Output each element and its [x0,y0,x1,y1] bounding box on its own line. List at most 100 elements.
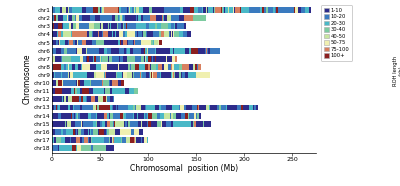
Bar [135,64,139,70]
Bar [256,105,258,110]
Bar [196,113,197,118]
Bar [128,105,132,110]
Bar [90,15,95,21]
Bar [109,80,110,86]
Bar [80,88,82,94]
Bar [177,7,180,13]
Bar [213,7,214,13]
Bar [110,105,112,110]
Bar [97,105,100,110]
Bar [148,121,151,127]
Bar [133,40,134,45]
Bar [116,105,117,110]
Bar [133,48,134,54]
Bar [99,129,104,135]
Bar [128,121,130,127]
Bar [56,80,58,86]
Bar [119,31,123,37]
Bar [105,48,108,54]
Bar [140,72,142,78]
Bar [142,121,146,127]
Bar [122,40,126,45]
Bar [61,72,62,78]
Bar [157,113,160,118]
Bar [75,64,78,70]
Bar [167,15,171,21]
Bar [68,105,70,110]
Bar [55,88,62,94]
Bar [106,129,107,135]
Bar [108,121,110,127]
Bar [147,64,148,70]
Bar [127,56,129,62]
Bar [61,145,69,151]
Bar [167,121,170,127]
Bar [89,88,92,94]
Bar [81,129,84,135]
Bar [68,121,71,127]
Bar [166,56,167,62]
Bar [125,15,136,21]
Bar [120,129,131,135]
Bar [59,56,61,62]
Bar [194,7,198,13]
Bar [116,64,118,70]
Bar [148,23,151,29]
Bar [76,15,79,21]
Bar [226,105,227,110]
Bar [104,40,109,45]
Bar [54,137,56,143]
Bar [193,15,200,21]
Bar [132,105,135,110]
Bar [150,72,152,78]
Bar [266,7,268,13]
Bar [243,105,248,110]
Bar [52,56,54,62]
Bar [117,121,118,127]
Bar [253,105,254,110]
Bar [193,121,194,127]
Bar [200,48,201,54]
Bar [86,7,87,13]
Bar [126,40,128,45]
Bar [118,40,120,45]
Bar [112,105,113,110]
Bar [110,56,112,62]
Bar [68,72,69,78]
Bar [99,121,100,127]
Bar [156,64,158,70]
Bar [112,137,113,143]
Bar [61,56,62,62]
Bar [88,121,93,127]
Bar [119,15,120,21]
Bar [116,15,118,21]
Bar [171,121,173,127]
Bar [264,7,266,13]
Bar [76,40,78,45]
Bar [87,72,89,78]
Bar [104,7,111,13]
Bar [72,80,73,86]
Bar [123,137,124,143]
Bar [182,72,186,78]
Bar [55,72,58,78]
Bar [58,113,61,118]
Bar [97,72,104,78]
Bar [148,7,150,13]
Bar [123,31,125,37]
Bar [94,145,106,151]
Bar [167,56,172,62]
Bar [121,23,123,29]
Bar [169,64,171,70]
Bar [130,121,134,127]
Bar [86,105,93,110]
Bar [146,23,148,29]
Bar [64,23,69,29]
Bar [162,121,166,127]
Bar [113,56,114,62]
Bar [135,40,140,45]
Bar [140,40,151,45]
Bar [101,23,103,29]
Bar [103,23,108,29]
Bar [171,23,173,29]
